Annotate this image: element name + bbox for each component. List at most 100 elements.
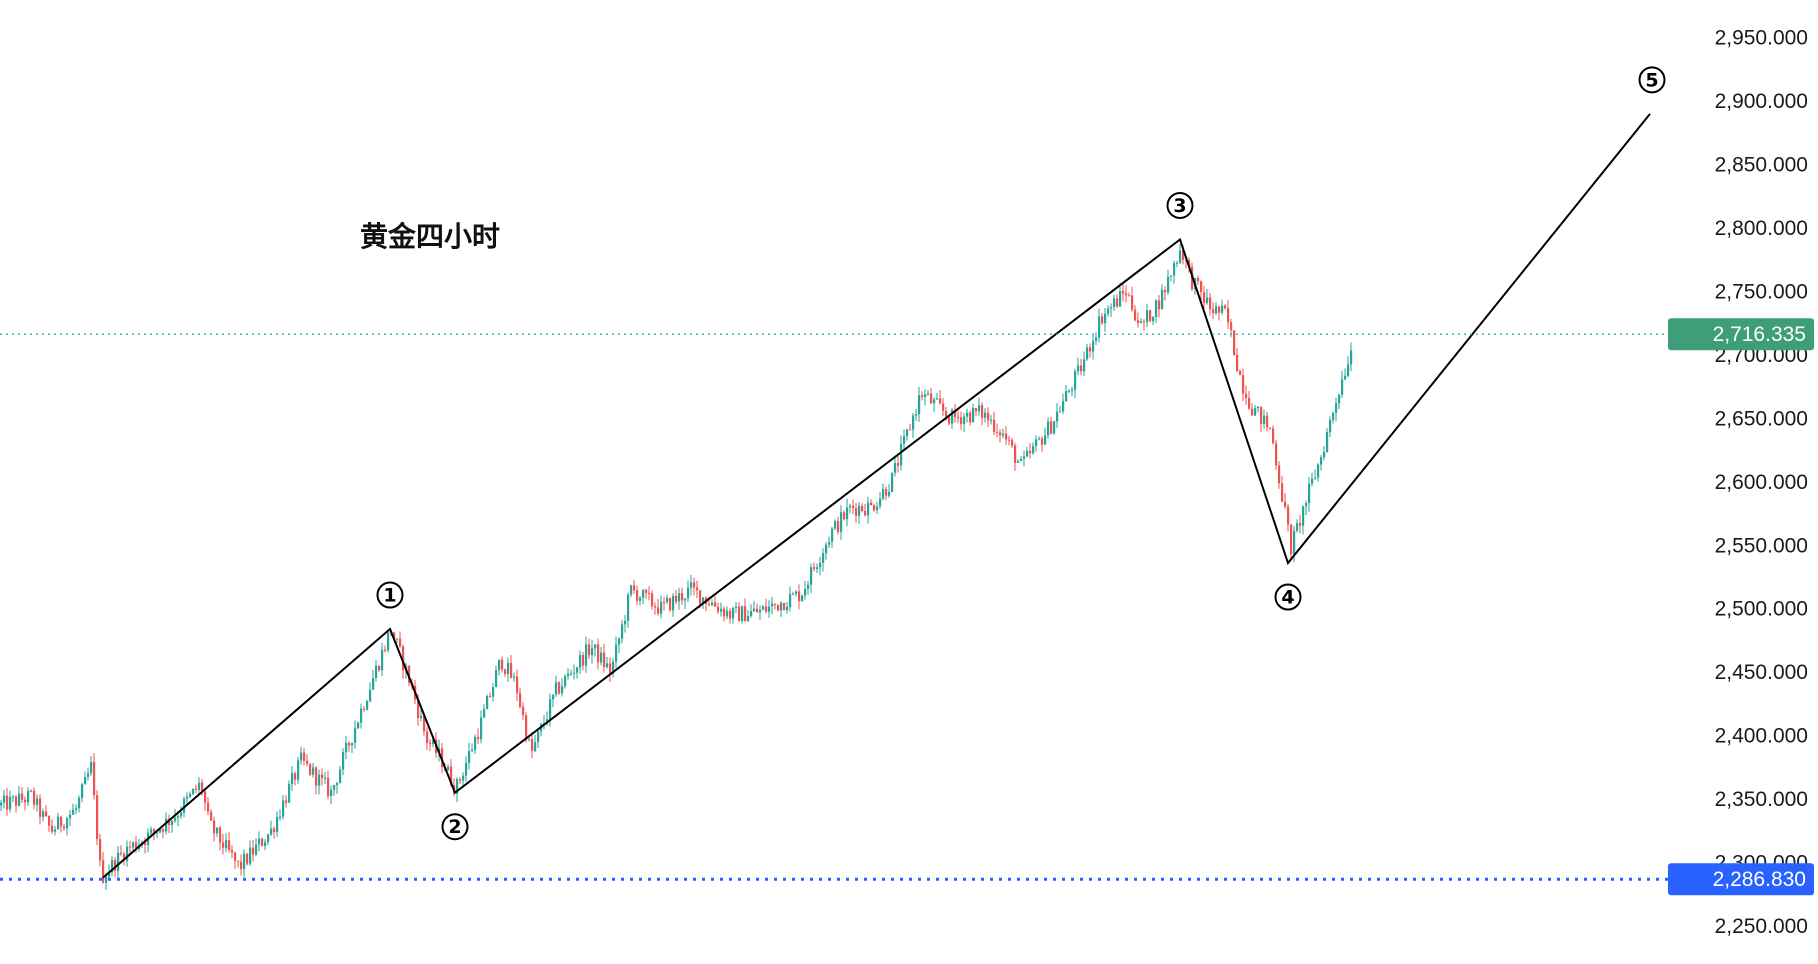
candle-122 [366,699,369,711]
candle-11 [33,787,36,810]
candle-374 [1122,283,1125,302]
candle-242 [726,606,729,620]
candle-12 [36,794,39,812]
candle-8 [24,796,27,811]
price-axis: 2,250.0002,300.0002,350.0002,400.0002,45… [1668,27,1814,938]
candle-327 [981,402,984,426]
candle-339 [1017,459,1020,463]
candle-250 [750,604,753,618]
candle-228 [684,598,687,610]
candle-169 [507,657,510,682]
candle-99 [297,756,300,784]
candle-154 [462,772,465,787]
candle-420 [1260,406,1263,433]
candle-261 [783,602,786,611]
candle-274 [822,548,825,572]
candle-445 [1335,397,1338,422]
candle-69 [207,797,210,816]
candle-284 [852,499,855,515]
candle-70 [210,809,213,821]
candle-359 [1077,357,1080,376]
candle-62 [186,792,189,806]
candle-160 [480,710,483,744]
candle-42 [126,840,129,867]
candle-246 [738,602,741,622]
candle-237 [711,599,714,607]
candle-203 [609,657,612,683]
svg-text:2,716.335: 2,716.335 [1713,323,1806,346]
candle-88 [264,839,267,851]
candle-159 [477,728,480,744]
chart-title: 黄金四小时 [360,220,500,253]
candle-440 [1320,454,1323,471]
candle-265 [795,589,798,597]
candle-222 [666,594,669,605]
candle-231 [693,577,696,596]
candle-336 [1008,435,1011,446]
y-tick-label-6: 2,550.000 [1715,534,1808,557]
candle-318 [954,403,957,423]
candle-257 [771,597,774,615]
candle-279 [837,517,840,535]
y-tick-label-3: 2,400.000 [1715,725,1808,748]
wave-lines-layer: 1 2 3 4 5 [102,66,1666,879]
candle-117 [351,742,354,753]
candle-403 [1209,292,1212,316]
candle-387 [1161,284,1164,310]
candle-7 [21,786,24,803]
candle-113 [339,765,342,784]
candle-15 [45,805,48,818]
candle-165 [495,665,498,688]
candle-109 [327,770,330,800]
candle-149 [447,764,450,771]
candle-404 [1212,302,1215,319]
candle-94 [282,794,285,820]
candle-423 [1269,427,1272,431]
candle-210 [630,584,633,598]
candle-163 [489,692,492,698]
candle-305 [915,409,918,421]
candle-332 [996,423,999,438]
candle-411 [1233,330,1236,356]
candle-31 [93,753,96,800]
candle-347 [1041,436,1044,452]
candle-277 [831,526,834,548]
candle-268 [804,581,807,600]
candle-111 [333,784,336,796]
y-tick-label-2: 2,350.000 [1715,788,1808,811]
candle-367 [1101,312,1104,326]
candle-156 [468,742,471,770]
candle-372 [1116,294,1119,308]
candle-422 [1266,411,1269,432]
candle-82 [246,852,249,866]
candle-333 [999,429,1002,443]
candle-206 [618,637,621,654]
svg-text:4: 4 [1281,587,1294,609]
candle-190 [570,669,573,677]
candle-307 [921,391,924,401]
candle-245 [735,601,738,614]
candle-200 [600,646,603,666]
candle-110 [330,785,333,805]
candle-108 [324,772,327,784]
candle-370 [1110,303,1113,317]
candle-76 [228,832,231,853]
candle-176 [528,737,531,742]
candle-235 [705,596,708,612]
candle-91 [273,826,276,839]
candle-419 [1257,406,1260,413]
candle-124 [372,669,375,691]
candle-64 [192,788,195,796]
candle-369 [1107,305,1110,317]
candle-290 [870,499,873,506]
candle-377 [1131,286,1134,312]
candle-140 [420,708,423,722]
candle-338 [1014,442,1017,471]
candle-283 [849,503,852,514]
candle-197 [591,639,594,664]
candle-168 [504,668,507,677]
elliott-wave-path [102,113,1651,879]
candle-322 [966,408,969,423]
candle-227 [681,587,684,605]
candle-181 [543,715,546,730]
